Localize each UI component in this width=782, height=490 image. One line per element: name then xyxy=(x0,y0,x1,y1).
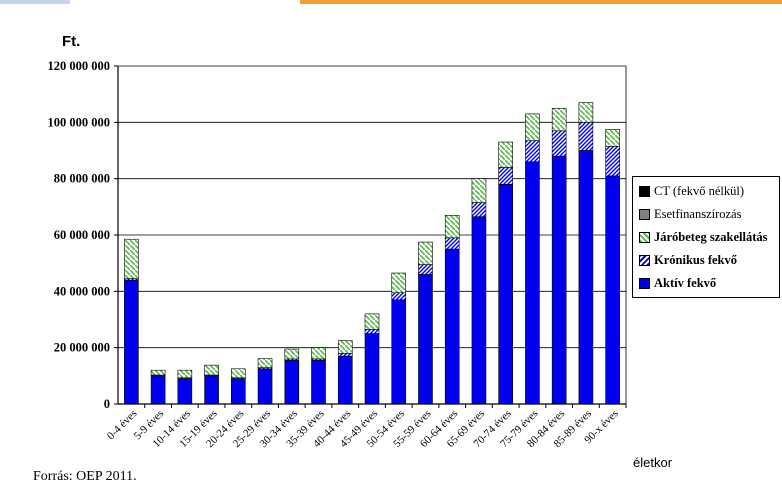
bar-segment-kronikus-fekvo xyxy=(605,145,620,177)
bar-segment-kronikus-fekvo xyxy=(498,167,513,185)
bar-segment-aktiv-fekvo xyxy=(257,368,273,405)
legend-swatch-jarobeteg xyxy=(639,231,650,243)
legend-item-esetfinanszirozas: Esetfinanszírozás xyxy=(639,205,741,223)
bar-segment-aktiv-fekvo xyxy=(578,150,594,405)
bar-segment-aktiv-fekvo xyxy=(498,184,513,405)
legend-item-ct: CT (fekvő nélkül) xyxy=(639,182,744,200)
legend-label-kronikus: Krónikus fekvő xyxy=(654,252,738,267)
chart-legend: CT (fekvő nélkül) Esetfinanszírozás Járó… xyxy=(632,176,780,298)
y-tick-label: 40 000 000 xyxy=(54,284,110,298)
bar-segment-aktiv-fekvo xyxy=(551,155,567,405)
bar-segment-aktiv-fekvo xyxy=(364,333,380,405)
bar-segment-aktiv-fekvo xyxy=(391,299,407,405)
y-axis-label: Ft. xyxy=(62,33,80,50)
legend-swatch-ct xyxy=(639,185,650,197)
bar-segment-jarobeteg-szakellatas xyxy=(605,129,620,147)
legend-item-jarobeteg: Járóbeteg szakellátás xyxy=(639,228,768,246)
legend-label-jarobeteg: Járóbeteg szakellátás xyxy=(654,229,768,244)
bar-segment-aktiv-fekvo xyxy=(177,378,193,405)
source-note: Forrás: OEP 2011. xyxy=(33,469,137,484)
bar-segment-kronikus-fekvo xyxy=(525,140,540,163)
bar-segment-jarobeteg-szakellatas xyxy=(124,238,139,279)
bar-segment-aktiv-fekvo xyxy=(124,279,139,405)
bar-segment-kronikus-fekvo xyxy=(551,130,567,157)
legend-item-kronikus: Krónikus fekvő xyxy=(639,251,737,269)
bar-segment-jarobeteg-szakellatas xyxy=(391,272,407,294)
bar-segment-jarobeteg-szakellatas xyxy=(418,241,433,265)
bar-segment-jarobeteg-szakellatas xyxy=(150,369,166,376)
bar-segment-aktiv-fekvo xyxy=(231,378,246,405)
bar-segment-aktiv-fekvo xyxy=(284,360,300,405)
bar-segment-jarobeteg-szakellatas xyxy=(364,313,380,330)
y-tick-label: 20 000 000 xyxy=(54,341,110,355)
bar-segment-jarobeteg-szakellatas xyxy=(444,214,460,239)
bar-segment-jarobeteg-szakellatas xyxy=(498,141,513,168)
header-decoration-rule xyxy=(300,0,782,4)
bar-segment-aktiv-fekvo xyxy=(204,375,219,405)
bar-segment-kronikus-fekvo xyxy=(337,352,353,357)
legend-swatch-esetfinanszirozas xyxy=(639,208,650,220)
bar-segment-jarobeteg-szakellatas xyxy=(284,348,300,360)
header-decoration-left xyxy=(0,0,70,4)
bar-segment-jarobeteg-szakellatas xyxy=(257,358,273,368)
bar-segment-aktiv-fekvo xyxy=(525,161,540,405)
bar-segment-aktiv-fekvo xyxy=(311,360,326,405)
y-tick-label: 80 000 000 xyxy=(54,172,110,186)
legend-item-aktiv: Aktív fekvő xyxy=(639,274,716,292)
bar-segment-kronikus-fekvo xyxy=(471,202,487,217)
y-tick-label: 60 000 000 xyxy=(54,228,110,242)
bar-segment-kronikus-fekvo xyxy=(364,329,380,334)
x-axis-label: életkor xyxy=(633,455,673,470)
y-tick-label: 120 000 000 xyxy=(48,59,111,73)
bar-segment-jarobeteg-szakellatas xyxy=(551,107,567,132)
bar-segment-jarobeteg-szakellatas xyxy=(204,364,219,376)
legend-swatch-aktiv xyxy=(639,277,650,289)
bar-segment-aktiv-fekvo xyxy=(444,248,460,405)
bar-segment-jarobeteg-szakellatas xyxy=(311,347,326,360)
legend-swatch-kronikus xyxy=(639,254,650,266)
bar-segment-aktiv-fekvo xyxy=(337,355,353,405)
bar-segment-kronikus-fekvo xyxy=(418,264,433,275)
bar-segment-jarobeteg-szakellatas xyxy=(471,178,487,203)
bar-segment-aktiv-fekvo xyxy=(471,216,487,405)
bar-segment-jarobeteg-szakellatas xyxy=(578,102,594,123)
bar-segment-jarobeteg-szakellatas xyxy=(231,368,246,379)
bar-segment-aktiv-fekvo xyxy=(605,175,620,405)
bar-segment-kronikus-fekvo xyxy=(444,237,460,250)
y-tick-label: 0 xyxy=(104,397,110,411)
bar-segment-jarobeteg-szakellatas xyxy=(177,369,193,379)
legend-label-esetfinanszirozas: Esetfinanszírozás xyxy=(654,206,742,221)
legend-label-ct: CT (fekvő nélkül) xyxy=(654,183,745,198)
bar-segment-aktiv-fekvo xyxy=(150,375,166,405)
bar-segment-kronikus-fekvo xyxy=(391,292,407,301)
y-tick-label: 100 000 000 xyxy=(48,115,111,129)
bar-segment-jarobeteg-szakellatas xyxy=(337,340,353,354)
bar-segment-jarobeteg-szakellatas xyxy=(525,113,540,141)
legend-label-aktiv: Aktív fekvő xyxy=(654,275,717,290)
bar-segment-aktiv-fekvo xyxy=(418,274,433,405)
bar-segment-kronikus-fekvo xyxy=(578,122,594,151)
